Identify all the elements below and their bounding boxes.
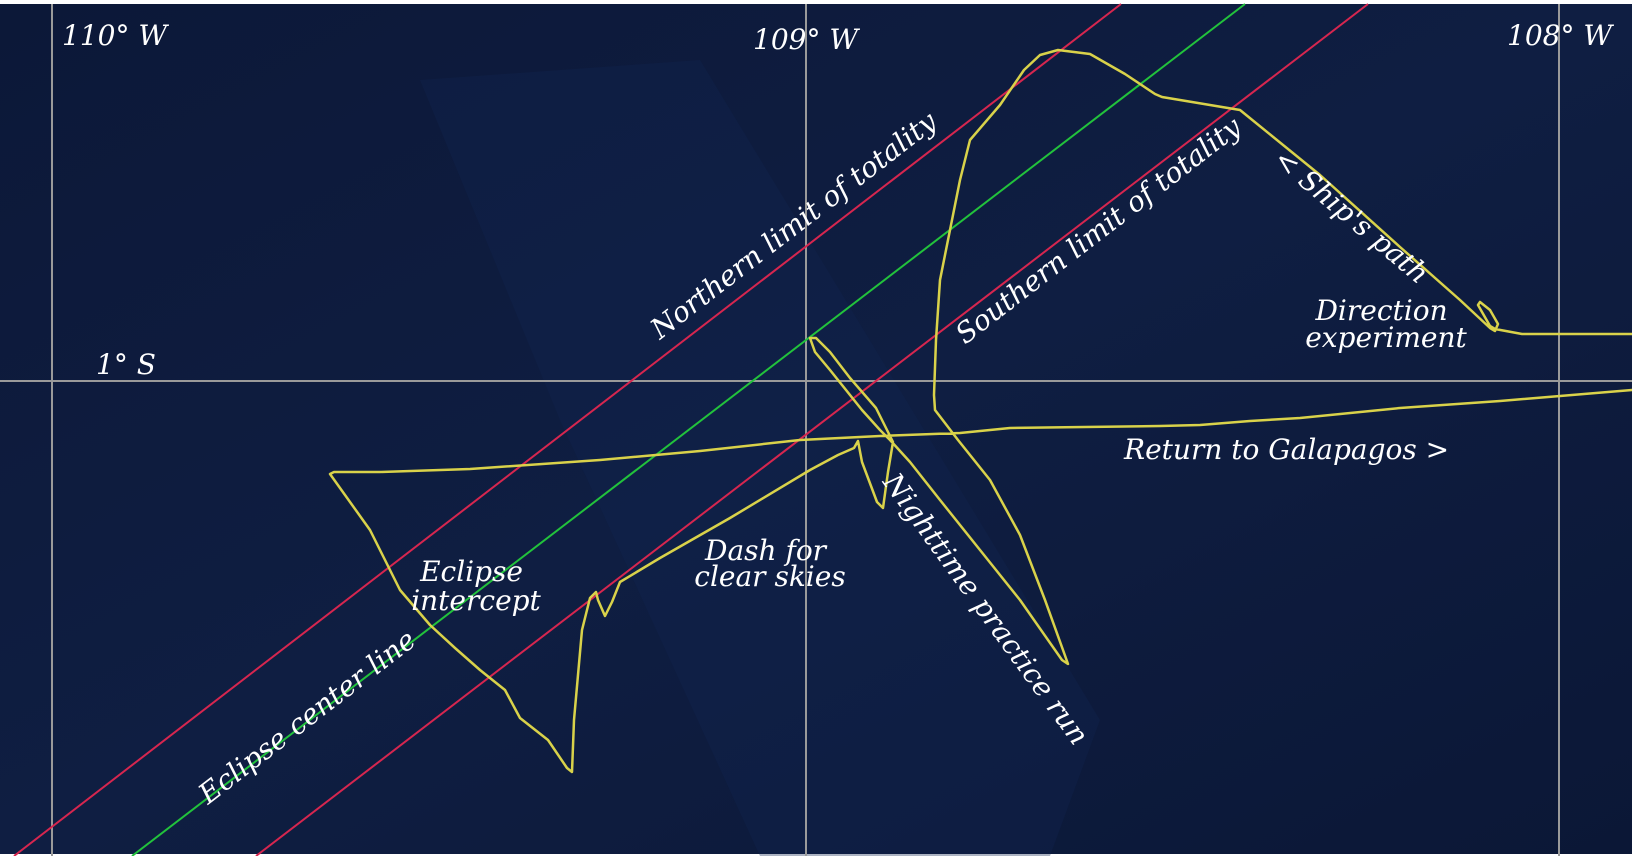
graticule xyxy=(0,4,1632,856)
ocean-shallow-band xyxy=(420,60,1100,856)
direction-experiment-label: Direction experiment xyxy=(1305,294,1467,354)
label-109w: 109° W xyxy=(753,23,860,56)
label-110w: 110° W xyxy=(62,19,169,52)
eclipse-center-line xyxy=(131,3,1246,856)
ship-path xyxy=(328,48,1632,774)
label-108w: 108° W xyxy=(1507,19,1614,52)
northern-limit-line xyxy=(13,3,1122,856)
label-1s: 1° S xyxy=(96,348,156,381)
ocean-background xyxy=(0,4,1632,854)
eclipse-intercept-line-2: intercept xyxy=(411,584,541,617)
return-galapagos-label: Return to Galapagos > xyxy=(1123,433,1449,466)
eclipse-intercept-label: Eclipse intercept xyxy=(411,555,541,617)
direction-experiment-line-1: Direction xyxy=(1314,294,1447,327)
southern-limit-line xyxy=(255,3,1369,856)
dash-clear-skies-line-2: clear skies xyxy=(694,560,845,593)
dash-clear-skies-label: Dash for clear skies xyxy=(694,534,845,593)
dash-clear-skies-line-1: Dash for xyxy=(704,534,828,567)
eclipse-intercept-line-1: Eclipse xyxy=(419,555,523,588)
direction-experiment-line-2: experiment xyxy=(1305,321,1467,354)
